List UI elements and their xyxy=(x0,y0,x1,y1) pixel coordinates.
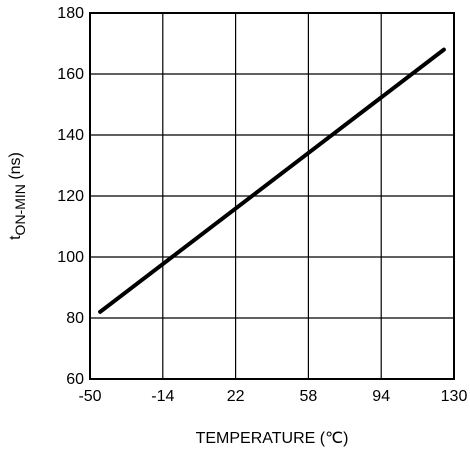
y-axis-label: tON-MIN (ns) xyxy=(7,152,28,240)
y-tick-labels: 60 80 100 120 140 160 180 xyxy=(57,5,84,388)
y-tick-label: 100 xyxy=(57,249,84,266)
x-axis-label: TEMPERATURE (℃) xyxy=(196,430,349,447)
series-line xyxy=(98,47,446,314)
grid-lines xyxy=(90,13,454,379)
y-axis-label-main: t xyxy=(7,235,24,240)
y-axis-label-suffix: (ns) xyxy=(7,152,24,184)
y-tick-label: 160 xyxy=(57,66,84,83)
plot-frame xyxy=(89,12,455,380)
x-tick-label: -14 xyxy=(151,388,174,405)
x-tick-label: 130 xyxy=(441,388,468,405)
x-tick-labels: -50 -14 22 58 94 130 xyxy=(78,388,467,405)
y-axis-label-subscript: ON-MIN xyxy=(12,184,28,235)
y-tick-label: 60 xyxy=(66,371,84,388)
y-tick-label: 120 xyxy=(57,188,84,205)
x-tick-label: 22 xyxy=(227,388,245,405)
x-tick-label: -50 xyxy=(78,388,101,405)
series-layer xyxy=(98,47,446,314)
x-tick-label: 58 xyxy=(300,388,318,405)
y-tick-label: 180 xyxy=(57,5,84,22)
y-tick-label: 140 xyxy=(57,127,84,144)
x-tick-label: 94 xyxy=(372,388,390,405)
y-tick-label: 80 xyxy=(66,310,84,327)
